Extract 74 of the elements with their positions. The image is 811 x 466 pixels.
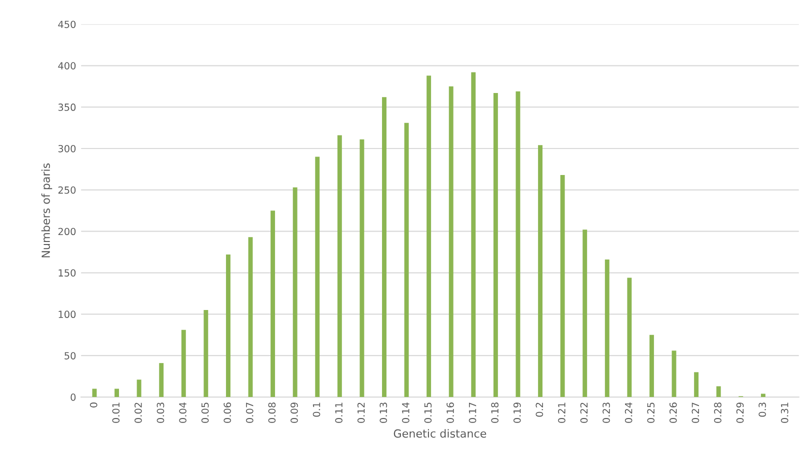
bar [382,97,386,398]
x-tick-label: 0.16 [446,402,454,423]
x-tick-label: 0.24 [624,402,632,423]
x-tick-label: 0.15 [424,402,432,423]
x-tick-label: 0.3 [758,402,766,417]
x-tick-label: 0.12 [357,402,365,423]
x-tick-label: 0.28 [714,402,722,423]
y-tick-label: 200 [58,228,76,236]
bar [649,334,654,398]
y-tick-label: 0 [70,394,76,401]
bar [516,91,520,398]
x-tick-label: 0.31 [780,402,788,423]
bar [672,350,676,398]
bar [315,156,320,398]
bar [627,278,632,398]
bar [760,394,766,398]
x-tick-label: 0 [90,402,98,408]
x-tick-label: 0.1 [312,402,320,417]
bar [181,330,186,398]
bar [604,260,610,398]
x-tick-label: 0.2 [536,402,544,417]
bar [426,76,432,398]
bar [560,175,565,398]
y-tick-label: 250 [58,186,76,194]
y-tick-label: 300 [58,144,76,152]
bar [292,187,298,398]
bar [136,380,142,398]
bar [159,363,164,398]
y-tick-label: 50 [64,352,76,360]
x-tick-label: 0.29 [736,402,744,423]
y-tick-label: 400 [58,62,76,70]
x-tick-label: 0.22 [580,402,588,423]
bar [448,86,454,398]
y-tick-label: 350 [58,104,76,111]
bar [404,122,409,398]
bar [716,386,721,398]
bar [337,135,342,398]
bar [493,92,498,398]
x-axis-title: Genetic distance [394,429,486,438]
bar [114,388,119,398]
x-tick-label: 0.18 [491,402,499,423]
x-tick-label: 0.07 [246,402,254,423]
x-tick-label: 0.04 [179,402,186,423]
bar [360,139,364,398]
x-tick-label: 0.26 [669,402,677,423]
bar [204,310,208,398]
x-tick-label: 0.21 [558,402,566,423]
x-tick-label: 0.09 [290,402,298,423]
x-tick-label: 0.06 [224,402,232,423]
x-tick-label: 0.08 [268,402,276,423]
y-tick-label: 150 [58,269,76,277]
y-tick-label: 450 [58,20,76,28]
x-tick-label: 0.27 [692,402,700,423]
x-tick-label: 0.23 [602,402,610,423]
x-tick-label: 0.02 [134,402,142,423]
bar [694,372,699,398]
bar [471,72,476,398]
x-tick-label: 0.19 [513,402,521,423]
bar [270,210,276,398]
x-tick-label: 0.13 [380,402,388,423]
bar [92,388,97,398]
x-tick-label: 0.14 [402,402,410,423]
bar [248,237,253,398]
bar [538,145,542,398]
x-tick-label: 0.05 [201,402,209,423]
y-tick-label: 100 [58,310,76,318]
bar [582,230,588,398]
x-tick-label: 0.11 [335,402,342,423]
x-tick-label: 0.03 [156,402,164,423]
y-axis-title: Numbers of paris [41,163,52,258]
bar [226,254,230,398]
x-tick-label: 0.01 [112,402,120,423]
x-tick-label: 0.17 [468,402,476,423]
x-tick-label: 0.25 [647,402,655,423]
